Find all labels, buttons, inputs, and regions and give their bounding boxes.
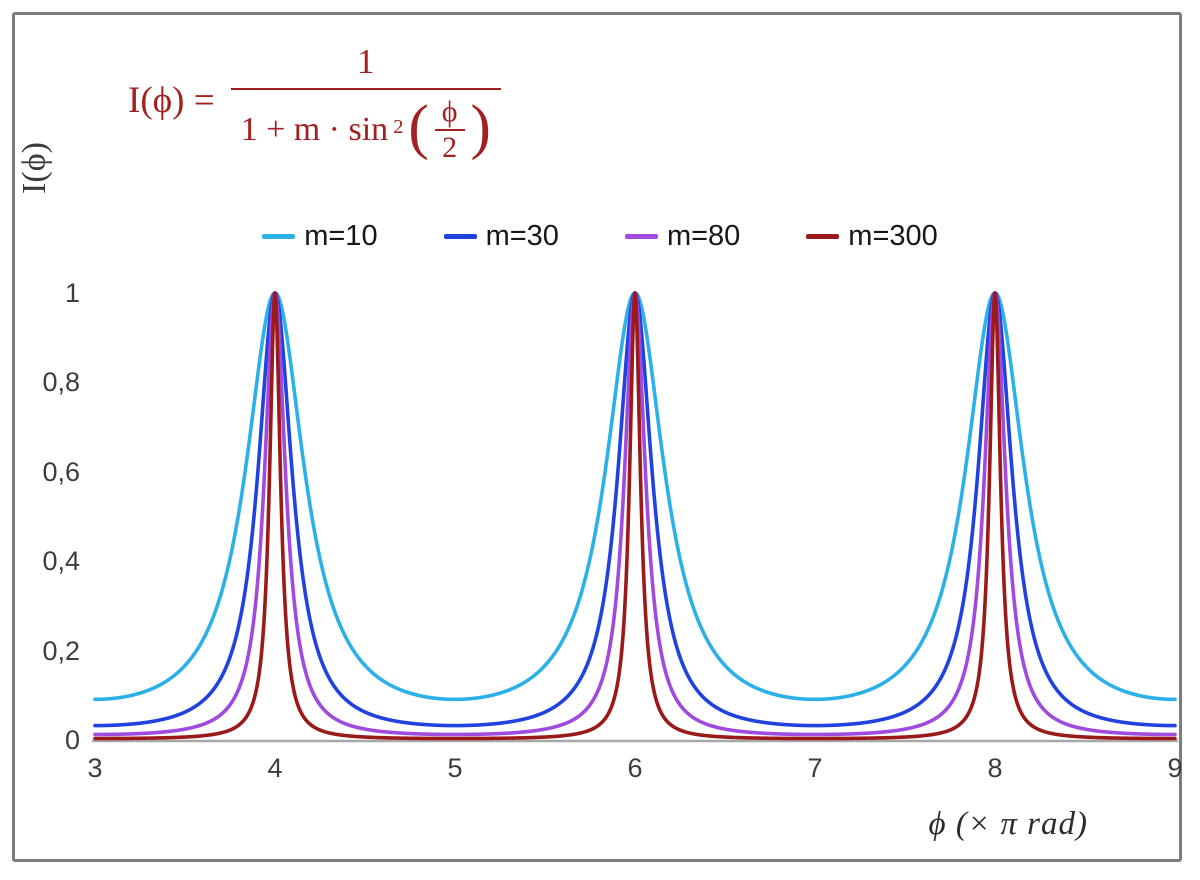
x-tick-label: 3 bbox=[87, 753, 103, 783]
y-tick-label: 0,2 bbox=[42, 635, 80, 666]
y-tick-label: 0,4 bbox=[42, 546, 80, 577]
formula: I(ϕ) = 1 1 + m · sin 2 ( ϕ 2 ) bbox=[128, 42, 501, 163]
formula-den-prefix: 1 + m · sin bbox=[240, 110, 389, 148]
legend-item: m=10 bbox=[262, 220, 378, 253]
y-tick-label: 1 bbox=[64, 278, 80, 308]
legend-item: m=300 bbox=[806, 220, 938, 253]
legend: m=10 m=30 m=80 m=300 bbox=[0, 220, 1200, 253]
legend-swatch bbox=[624, 234, 658, 239]
formula-inner-fraction: ϕ 2 bbox=[434, 97, 465, 164]
legend-swatch bbox=[806, 234, 840, 239]
right-paren: ) bbox=[470, 92, 491, 161]
left-paren: ( bbox=[408, 92, 429, 161]
x-tick-label: 6 bbox=[627, 753, 643, 783]
x-tick-label: 7 bbox=[807, 753, 823, 783]
x-tick-label: 9 bbox=[1167, 753, 1183, 783]
formula-lhs: I(ϕ) = bbox=[128, 79, 215, 121]
formula-denominator: 1 + m · sin 2 ( ϕ 2 ) bbox=[230, 88, 501, 164]
formula-fraction: 1 1 + m · sin 2 ( ϕ 2 ) bbox=[230, 42, 501, 164]
legend-swatch bbox=[443, 234, 477, 239]
legend-item: m=30 bbox=[443, 220, 559, 253]
legend-swatch bbox=[262, 234, 296, 239]
legend-item: m=80 bbox=[624, 220, 741, 253]
legend-label: m=10 bbox=[304, 220, 378, 252]
legend-label: m=80 bbox=[666, 220, 741, 252]
x-tick-label: 4 bbox=[267, 753, 283, 783]
y-tick-label: 0,6 bbox=[42, 456, 80, 487]
legend-label: m=30 bbox=[485, 220, 559, 252]
formula-inner-denominator: 2 bbox=[442, 130, 458, 164]
formula-exponent: 2 bbox=[393, 116, 404, 139]
y-tick-label: 0,8 bbox=[42, 367, 80, 398]
x-tick-label: 5 bbox=[447, 753, 463, 783]
legend-label: m=300 bbox=[848, 220, 938, 252]
x-axis-title: ϕ (× π rad) bbox=[928, 806, 1088, 842]
x-tick-label: 8 bbox=[987, 753, 1003, 783]
formula-inner-numerator: ϕ bbox=[434, 97, 465, 131]
y-axis-label: I(ϕ) bbox=[16, 142, 53, 194]
y-tick-label: 0 bbox=[64, 725, 80, 755]
formula-numerator: 1 bbox=[356, 42, 375, 81]
